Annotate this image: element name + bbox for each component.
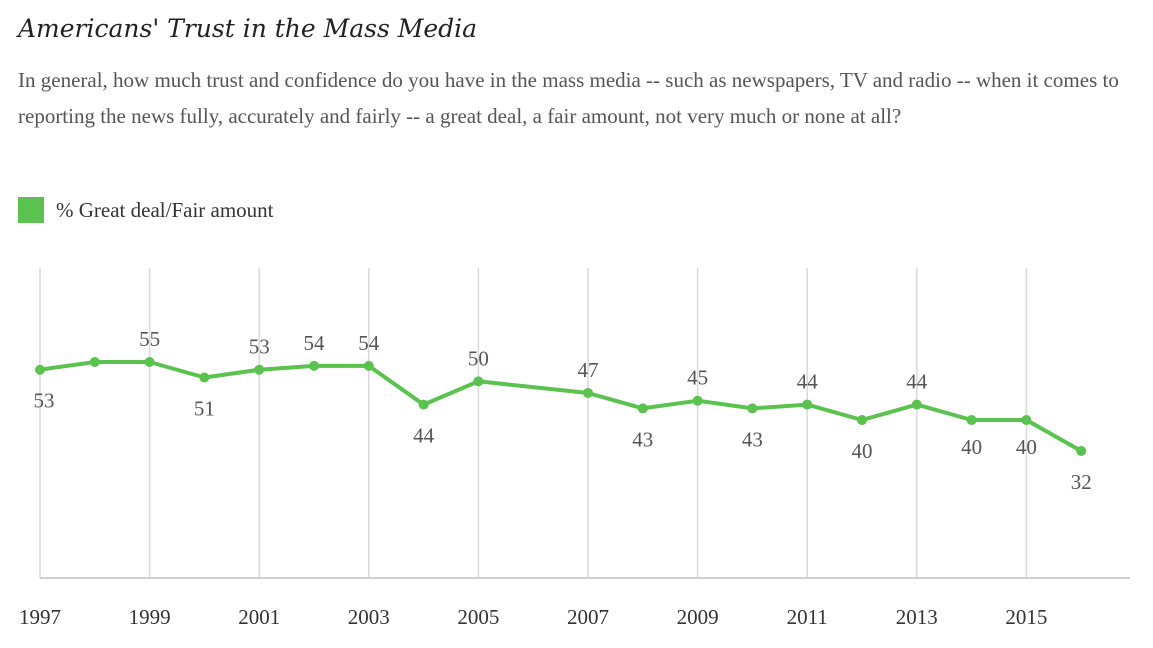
data-point-2016 — [1076, 446, 1087, 456]
data-label-2013: 44 — [906, 370, 928, 394]
data-label-2002: 54 — [304, 331, 326, 355]
legend-swatch — [18, 197, 44, 223]
data-label-2012: 40 — [852, 439, 873, 463]
data-point-1997 — [35, 364, 45, 375]
chart-title: Americans' Trust in the Mass Media — [18, 14, 478, 43]
x-tick-label-2001: 2001 — [238, 605, 280, 629]
x-tick-label-2011: 2011 — [787, 605, 828, 629]
data-point-2008 — [637, 403, 648, 414]
legend-label: % Great deal/Fair amount — [56, 197, 274, 222]
data-label-2007: 47 — [578, 358, 599, 382]
data-label-2001: 53 — [249, 335, 270, 359]
x-tick-label-2005: 2005 — [457, 605, 499, 629]
legend: % Great deal/Fair amount — [18, 196, 274, 224]
x-tick-label-2003: 2003 — [348, 605, 390, 629]
x-tick-label-2007: 2007 — [567, 605, 609, 629]
data-point-2005 — [473, 376, 484, 387]
chart-subtitle: In general, how much trust and confidenc… — [18, 68, 1119, 128]
data-point-2014 — [966, 415, 977, 426]
data-point-2009 — [692, 395, 703, 406]
data-label-2004: 44 — [413, 424, 435, 448]
x-tick-label-2015: 2015 — [1005, 605, 1047, 629]
data-label-2014: 40 — [961, 435, 982, 459]
data-label-1997: 53 — [34, 389, 55, 413]
data-label-2011: 44 — [797, 370, 819, 394]
x-tick-label-1999: 1999 — [129, 605, 171, 629]
data-label-2005: 50 — [468, 346, 489, 370]
data-point-2003 — [363, 360, 374, 371]
data-label-2008: 43 — [632, 427, 653, 451]
data-point-2011 — [802, 399, 813, 410]
data-label-2003: 54 — [358, 331, 380, 355]
data-label-2015: 40 — [1016, 435, 1037, 459]
data-point-2010 — [747, 403, 758, 414]
data-point-2004 — [418, 399, 429, 410]
data-point-1998 — [89, 357, 100, 367]
data-label-2000: 51 — [194, 396, 215, 420]
x-tick-label-1997: 1997 — [19, 605, 61, 629]
data-point-1999 — [144, 357, 155, 367]
x-tick-label-2009: 2009 — [677, 605, 719, 629]
data-label-2016: 32 — [1071, 470, 1092, 494]
data-point-2013 — [911, 399, 922, 410]
data-point-2001 — [254, 364, 265, 375]
data-point-2000 — [199, 372, 210, 383]
data-point-2012 — [857, 415, 867, 426]
data-label-1999: 55 — [139, 327, 160, 351]
data-label-2009: 45 — [687, 366, 708, 390]
data-point-2007 — [583, 387, 593, 398]
data-label-2010: 43 — [742, 427, 763, 451]
x-tick-label-2013: 2013 — [896, 605, 938, 629]
data-point-2002 — [309, 360, 319, 371]
data-point-2015 — [1021, 415, 1032, 426]
